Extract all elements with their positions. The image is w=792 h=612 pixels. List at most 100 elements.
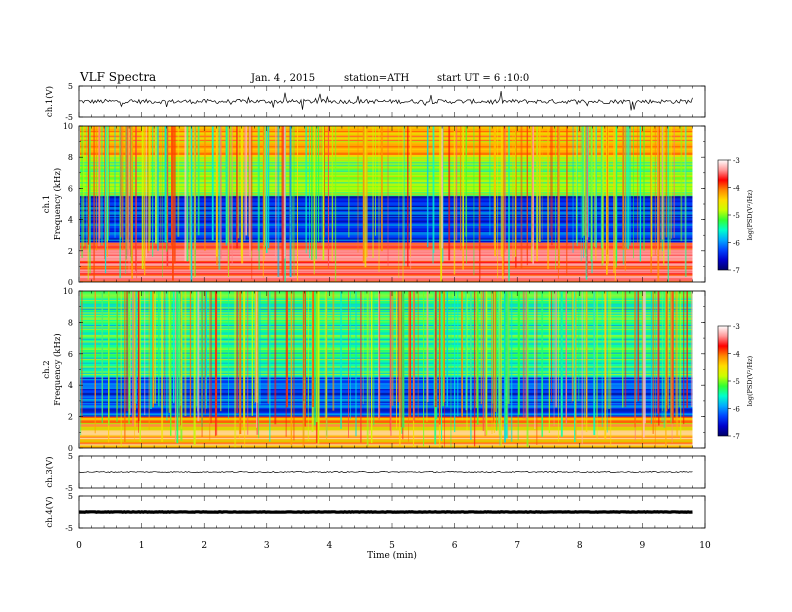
ch1-spectrogram-streak xyxy=(453,126,456,275)
ch1-spectrogram-row xyxy=(80,230,693,233)
ch2-spectrogram-streak xyxy=(505,291,508,425)
ch2-spectrogram-row xyxy=(80,437,693,440)
ch2-spectrogram-streak xyxy=(153,291,155,404)
ch2-spectrogram-row xyxy=(80,406,693,408)
ch1-spectrogram-row xyxy=(80,225,693,228)
ch1-spectrogram-row xyxy=(80,144,693,146)
ch2-spectrogram-streak xyxy=(558,291,560,442)
ch2-spectrogram-row xyxy=(80,434,693,436)
ch1-spectrogram-streak xyxy=(265,126,268,253)
ch1-spectrogram-streak xyxy=(473,126,475,276)
ch1-spectrogram-streak xyxy=(608,126,609,265)
ch2-spectrogram-colorbar xyxy=(717,325,731,437)
ch2-spectrogram-row xyxy=(80,365,693,367)
ch1-spectrogram-row xyxy=(80,232,693,234)
ch1-spectrogram-row xyxy=(80,249,693,251)
ch2-spectrogram-row xyxy=(80,402,693,405)
ch2-spectrogram-streak xyxy=(426,291,429,402)
ch1-spectrogram-row xyxy=(80,175,693,178)
ch1-spectrogram-streak xyxy=(654,126,656,256)
ch2-spectrogram-streak xyxy=(251,291,254,416)
ch2-spectrogram-row xyxy=(80,302,693,304)
ch2-spectrogram-streak xyxy=(135,291,138,404)
ch2-spectrogram-streak xyxy=(499,291,501,446)
ch1-spectrogram-streak xyxy=(357,126,359,253)
ch2-spectrogram-streak xyxy=(317,291,320,444)
ch2-spectrogram-streak xyxy=(525,291,528,420)
ch1-spectrogram-streak xyxy=(177,126,180,237)
colorbar-label: log(PSD(V²/Hz) xyxy=(746,355,754,406)
ch2-spectrogram-row xyxy=(80,380,693,382)
ch2-spectrogram-streak xyxy=(80,291,82,436)
ch2-spectrogram-streak xyxy=(144,291,146,416)
ch2-spectrogram-streak xyxy=(571,291,573,404)
ch2-spectrogram-row xyxy=(80,328,693,330)
ch2-spectrogram-streak xyxy=(150,291,152,409)
ch1-spectrogram-row xyxy=(80,147,693,149)
ch2-spectrogram-streak xyxy=(668,291,670,410)
ch2-spectrogram-row xyxy=(80,429,693,431)
ch2-spectrogram-row xyxy=(80,326,693,328)
ch1-spectrogram-streak xyxy=(557,126,559,247)
ch1-spectrogram-streak xyxy=(572,126,574,253)
ch2-spectrogram-streak xyxy=(650,291,653,424)
ch2-spectrogram-row xyxy=(80,432,693,435)
ch1-spectrogram-row xyxy=(80,263,693,265)
ch2-spectrogram-streak xyxy=(348,291,349,438)
ch2-spectrogram-ytick-label: 6 xyxy=(68,350,73,359)
ch2-spectrogram-row xyxy=(80,422,693,425)
ch1-spectrogram-row xyxy=(80,278,693,280)
ch2-spectrogram-streak xyxy=(555,291,558,408)
ch1-spectrogram-row xyxy=(80,155,693,158)
ch1-spectrogram-streak xyxy=(268,126,270,249)
ch1-spectrogram-streak xyxy=(332,126,334,240)
ch1-spectrogram-streak xyxy=(633,126,634,259)
ch1-spectrogram-row xyxy=(80,204,693,206)
ch2-spectrogram-streak xyxy=(496,291,498,431)
ch2-spectrogram-streak xyxy=(402,291,405,428)
ch1-spectrogram-streak xyxy=(366,126,368,258)
ch2-spectrogram-streak xyxy=(433,291,435,406)
ch2-spectrogram-streak xyxy=(541,291,544,437)
ch2-spectrogram-streak xyxy=(355,291,357,437)
ch1-spectrogram-streak xyxy=(311,126,313,260)
ch1-spectrogram-row xyxy=(80,177,693,179)
ch2-spectrogram-streak xyxy=(680,291,682,440)
ch1-spectrogram-row xyxy=(80,148,693,150)
ch1-spectrogram-row xyxy=(80,190,693,193)
ch1-spectrogram-streak xyxy=(81,126,84,258)
ch1-spectrogram-row xyxy=(80,247,693,249)
ch2-spectrogram-row xyxy=(80,322,693,324)
ch2-spectrogram-streak xyxy=(585,291,588,433)
ch1-spectrogram-streak xyxy=(362,126,365,263)
start-time-label: start UT = 6 :10:0 xyxy=(437,73,530,84)
ch1-spectrogram-streak xyxy=(550,126,551,236)
ch1-spectrogram-streak xyxy=(441,126,444,249)
ch2-spectrogram-streak xyxy=(443,291,445,403)
ch2-spectrogram-row xyxy=(80,292,693,294)
ch1-spectrogram-streak xyxy=(643,126,645,251)
ch2-spectrogram-streak xyxy=(258,291,260,439)
ch1-spectrogram-row xyxy=(80,183,693,185)
ch2-spectrogram-row xyxy=(80,362,693,364)
ch1-spectrogram-row xyxy=(80,215,693,218)
ch1-spectrogram-streak xyxy=(466,126,468,264)
ch1-spectrogram-streak xyxy=(669,126,671,255)
ch2-spectrogram-streak xyxy=(303,291,305,401)
ch1-spectrogram-streak xyxy=(149,126,151,242)
ch1-spectrogram-row xyxy=(80,277,693,279)
ch2-spectrogram-streak xyxy=(658,291,660,426)
ch1-spectrogram-row xyxy=(80,243,693,245)
ch2-spectrogram-streak xyxy=(373,291,375,426)
ch1-spectrogram-streak xyxy=(95,126,98,251)
ch2-spectrogram-streak xyxy=(180,291,183,430)
ch1-waveform-line xyxy=(78,91,693,111)
ch2-spectrogram-streak xyxy=(161,291,164,442)
ch2-spectrogram-row xyxy=(80,410,693,412)
ch2-spectrogram-row xyxy=(80,401,693,403)
ch2-spectrogram-streak xyxy=(158,291,160,407)
ch1-spectrogram-row xyxy=(80,248,693,250)
ch2-spectrogram-row xyxy=(80,347,693,349)
ch1-spectrogram-row xyxy=(80,185,693,188)
ch2-spectrogram-row xyxy=(80,405,693,407)
